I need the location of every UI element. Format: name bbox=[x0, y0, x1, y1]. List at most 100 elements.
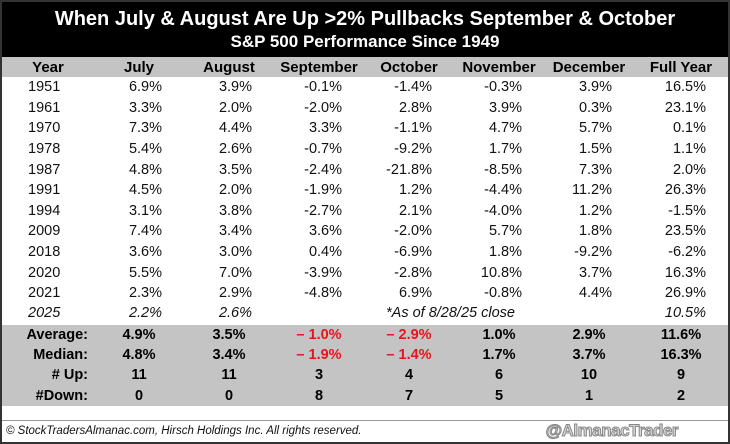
summary-july: 11 bbox=[94, 365, 184, 386]
cell-august: 2.6% bbox=[218, 305, 252, 322]
cell-august: 2.0% bbox=[218, 182, 252, 199]
cell-december: 3.9% bbox=[578, 79, 612, 96]
cell-july: 4.5% bbox=[128, 182, 162, 199]
cell-july: 3.1% bbox=[128, 202, 162, 219]
cell-july: 7.4% bbox=[128, 223, 162, 240]
cell-year: 1951 bbox=[28, 79, 61, 96]
cell-december: 1.2% bbox=[578, 202, 612, 219]
summary-september: 3 bbox=[274, 365, 364, 386]
cell-november: -0.8% bbox=[484, 285, 522, 302]
summary-row: Median: 4.8% 3.4% – 1.9% – 1.4% 1.7% 3.7% 16.3% bbox=[2, 344, 728, 366]
summary-full-year: 11.6% bbox=[634, 323, 728, 345]
cell-year: 2018 bbox=[28, 244, 61, 261]
column-header-october: October bbox=[364, 57, 454, 77]
summary-november: 6 bbox=[454, 365, 544, 386]
cell-august: 2.6% bbox=[218, 141, 252, 158]
table-row: 1951 6.9% 3.9% -0.1% -1.4% -0.3% 3.9% 16.5% bbox=[2, 77, 728, 98]
cell-august: 3.9% bbox=[218, 79, 252, 96]
cell-full-year: 26.3% bbox=[664, 182, 706, 199]
cell-august: 4.4% bbox=[218, 120, 252, 137]
table-row: 2009 7.4% 3.4% 3.6% -2.0% 5.7% 1.8% 23.5% bbox=[2, 221, 728, 242]
cell-july: 3.3% bbox=[128, 99, 162, 116]
cell-july: 2.3% bbox=[128, 285, 162, 302]
cell-july: 2.2% bbox=[128, 305, 162, 322]
cell-full-year: 1.1% bbox=[672, 141, 706, 158]
table-row: 2021 2.3% 2.9% -4.8% 6.9% -0.8% 4.4% 26.9% bbox=[2, 283, 728, 304]
cell-full-year: -6.2% bbox=[668, 244, 706, 261]
cell-november: 3.9% bbox=[488, 99, 522, 116]
cell-october: -6.9% bbox=[394, 244, 432, 261]
cell-july: 7.3% bbox=[128, 120, 162, 137]
cell-august: 3.0% bbox=[218, 244, 252, 261]
cell-september: 3.6% bbox=[308, 223, 342, 240]
summary-august: 0 bbox=[184, 385, 274, 407]
summary-july: 4.9% bbox=[94, 323, 184, 345]
column-header-december: December bbox=[544, 57, 634, 77]
table-subtitle: S&P 500 Performance Since 1949 bbox=[230, 32, 500, 51]
cell-september: -0.7% bbox=[304, 141, 342, 158]
summary-december: 10 bbox=[544, 365, 634, 386]
cell-december: 7.3% bbox=[578, 161, 612, 178]
column-header-full-year: Full Year bbox=[634, 57, 728, 77]
twitter-handle-logo: @AlmanacTrader bbox=[545, 421, 679, 441]
header-row: Year July August September October November De… bbox=[2, 57, 728, 77]
cell-december: 1.5% bbox=[578, 141, 612, 158]
cell-july: 5.4% bbox=[128, 141, 162, 158]
cell-october: 1.2% bbox=[398, 182, 432, 199]
cell-november: -0.3% bbox=[484, 79, 522, 96]
cell-november: 10.8% bbox=[480, 264, 522, 281]
table-row: 1978 5.4% 2.6% -0.7% -9.2% 1.7% 1.5% 1.1% bbox=[2, 139, 728, 160]
cell-full-year: -1.5% bbox=[668, 202, 706, 219]
cell-november: 1.8% bbox=[488, 244, 522, 261]
cell-year: 1970 bbox=[28, 120, 61, 137]
cell-november: -4.4% bbox=[484, 182, 522, 199]
summary-august: 3.4% bbox=[184, 344, 274, 366]
cell-august: 3.5% bbox=[218, 161, 252, 178]
table-row: 2018 3.6% 3.0% 0.4% -6.9% 1.8% -9.2% -6.2% bbox=[2, 242, 728, 263]
cell-october: -2.0% bbox=[394, 223, 432, 240]
cell-july: 4.8% bbox=[128, 161, 162, 178]
cell-year: 1961 bbox=[28, 99, 61, 116]
summary-row: Average: 4.9% 3.5% – 1.0% – 2.9% 1.0% 2.9% 11.6… bbox=[2, 323, 728, 345]
title-bar: When July & August Are Up >2% Pullbacks … bbox=[2, 2, 728, 57]
copyright-text: © StockTradersAlmanac.com, Hirsch Holdin… bbox=[6, 425, 362, 437]
footer: © StockTradersAlmanac.com, Hirsch Holdin… bbox=[2, 420, 728, 442]
cell-october: -1.1% bbox=[394, 120, 432, 137]
cell-november: 4.7% bbox=[488, 120, 522, 137]
summary-november: 1.7% bbox=[454, 344, 544, 366]
summary-december: 3.7% bbox=[544, 344, 634, 366]
cell-december: 1.8% bbox=[578, 223, 612, 240]
summary-october: 7 bbox=[364, 385, 454, 407]
cell-full-year: 10.5% bbox=[664, 305, 706, 322]
table-row: 1987 4.8% 3.5% -2.4% -21.8% -8.5% 7.3% 2.0% bbox=[2, 159, 728, 180]
data-rows: 1951 6.9% 3.9% -0.1% -1.4% -0.3% 3.9% 16.5% 1961… bbox=[2, 77, 728, 304]
table-row: 1994 3.1% 3.8% -2.7% 2.1% -4.0% 1.2% -1.5% bbox=[2, 201, 728, 222]
summary-row: # Up: 11 11 3 4 6 10 9 bbox=[2, 365, 728, 386]
cell-full-year: 23.1% bbox=[664, 99, 706, 116]
cell-year: 1987 bbox=[28, 161, 61, 178]
cell-october: -21.8% bbox=[386, 161, 432, 178]
cell-december: -9.2% bbox=[574, 244, 612, 261]
cell-full-year: 16.5% bbox=[664, 79, 706, 96]
cell-year: 2009 bbox=[28, 223, 61, 240]
summary-september: – 1.9% bbox=[274, 344, 364, 366]
cell-november: -8.5% bbox=[484, 161, 522, 178]
table-row: 2020 5.5% 7.0% -3.9% -2.8% 10.8% 3.7% 16.3% bbox=[2, 262, 728, 283]
summary-august: 3.5% bbox=[184, 323, 274, 345]
summary-row: #Down: 0 0 8 7 5 1 2 bbox=[2, 385, 728, 407]
table-row: 1991 4.5% 2.0% -1.9% 1.2% -4.4% 11.2% 26.3% bbox=[2, 180, 728, 201]
cell-full-year: 0.1% bbox=[672, 120, 706, 137]
summary-september: 8 bbox=[274, 385, 364, 407]
summary-december: 1 bbox=[544, 385, 634, 407]
cell-december: 11.2% bbox=[571, 182, 612, 199]
cell-august: 2.0% bbox=[218, 99, 252, 116]
summary-full-year: 9 bbox=[634, 365, 728, 386]
summary-full-year: 16.3% bbox=[634, 344, 728, 366]
summary-full-year: 2 bbox=[634, 385, 728, 407]
cell-full-year: 16.3% bbox=[664, 264, 706, 281]
cell-year: 1978 bbox=[28, 141, 61, 158]
cell-december: 4.4% bbox=[578, 285, 612, 302]
summary-october: 4 bbox=[364, 365, 454, 386]
column-header-july: July bbox=[94, 57, 184, 77]
cell-august: 2.9% bbox=[218, 285, 252, 302]
